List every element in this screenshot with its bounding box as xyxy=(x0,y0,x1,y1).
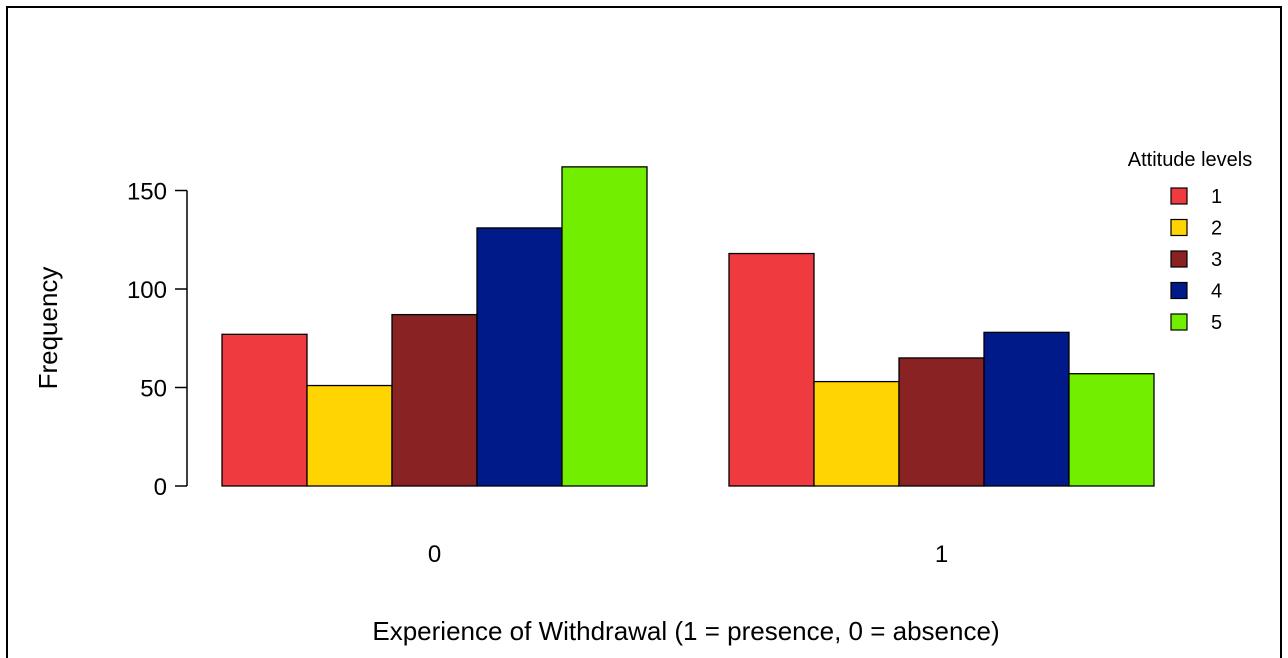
legend-label-1: 1 xyxy=(1211,186,1222,208)
bars-layer xyxy=(221,166,1155,487)
x-tick-label-0: 0 xyxy=(428,541,441,568)
legend-swatch-4 xyxy=(1170,281,1188,300)
legend-swatch-3 xyxy=(1170,250,1188,268)
bar-cat0-level4 xyxy=(476,227,563,487)
x-axis-title: Experience of Withdrawal (1 = presence, … xyxy=(372,616,999,646)
bar-cat1-level3 xyxy=(898,357,985,487)
y-tick-label-100: 100 xyxy=(127,277,167,304)
legend: Attitude levels 1 2 3 4 5 xyxy=(1128,149,1253,334)
legend-swatch-2 xyxy=(1170,218,1188,237)
y-axis: 0 50 100 150 xyxy=(127,179,188,501)
bar-cat1-level1 xyxy=(728,252,815,487)
bar-cat0-level5 xyxy=(561,166,648,487)
y-tick-label-0: 0 xyxy=(154,474,167,501)
legend-title: Attitude levels xyxy=(1128,149,1253,171)
bar-cat1-level4 xyxy=(983,331,1070,487)
legend-swatch-1 xyxy=(1170,187,1188,205)
legend-swatch-5 xyxy=(1170,313,1188,331)
chart-frame xyxy=(6,6,1282,658)
bar-cat0-level1 xyxy=(221,333,308,487)
legend-label-2: 2 xyxy=(1211,218,1222,240)
y-axis-title: Frequency xyxy=(33,267,63,390)
legend-label-5: 5 xyxy=(1211,312,1222,334)
y-tick-label-50: 50 xyxy=(140,376,167,403)
bar-cat1-level2 xyxy=(813,380,900,487)
legend-label-4: 4 xyxy=(1211,281,1222,303)
legend-label-3: 3 xyxy=(1211,249,1222,271)
y-tick-label-150: 150 xyxy=(127,179,167,206)
bar-cat0-level2 xyxy=(306,384,393,487)
x-tick-label-1: 1 xyxy=(935,541,948,568)
bar-cat1-level5 xyxy=(1068,373,1155,487)
bar-cat0-level3 xyxy=(391,313,478,487)
